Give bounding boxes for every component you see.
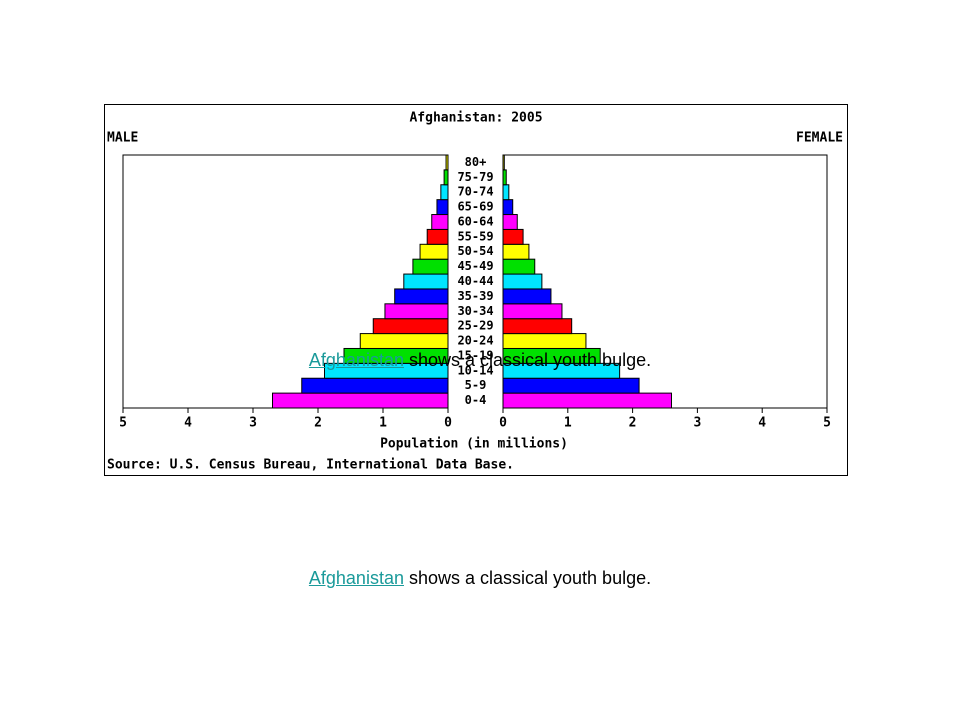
- bar: [403, 273, 449, 290]
- caption-overlay: Afghanistan shows a classical youth bulg…: [0, 350, 960, 371]
- age-label: 65-69: [457, 200, 493, 214]
- age-label: 0-4: [465, 393, 487, 407]
- x-tick-label: 3: [249, 416, 257, 431]
- age-label: 60-64: [457, 214, 493, 228]
- bar: [301, 377, 449, 394]
- bar: [431, 214, 449, 230]
- bar: [502, 184, 510, 201]
- age-label: 20-24: [457, 334, 493, 348]
- bar: [436, 199, 449, 216]
- age-label: 10-14: [457, 363, 493, 377]
- bar: [502, 228, 524, 245]
- age-label: 80+: [465, 155, 487, 169]
- bar: [502, 154, 505, 171]
- x-tick-label: 5: [823, 416, 831, 431]
- bar: [502, 288, 552, 305]
- plot-frame: [122, 154, 448, 408]
- x-tick-label: 4: [184, 416, 192, 431]
- caption-link[interactable]: Afghanistan: [308, 350, 404, 370]
- bar: [445, 154, 449, 171]
- source: Source: U.S. Census Bureau, Internationa…: [107, 458, 514, 473]
- x-tick-label: 0: [444, 416, 452, 431]
- age-label: 5-9: [465, 378, 487, 392]
- bar: [440, 184, 449, 201]
- age-label: 70-74: [457, 185, 493, 199]
- bar: [502, 392, 672, 409]
- bar: [502, 273, 543, 290]
- x-tick-label: 4: [758, 416, 766, 431]
- female-label: FEMALE: [796, 131, 843, 146]
- age-label: 75-79: [457, 170, 493, 184]
- age-label: 15-19: [457, 348, 493, 362]
- bar: [502, 243, 530, 260]
- x-tick-label: 5: [119, 416, 127, 431]
- age-label: 35-39: [457, 289, 493, 303]
- chart-title: Afghanistan: 2005: [409, 111, 542, 126]
- age-label: 50-54: [457, 244, 493, 258]
- age-label: 40-44: [457, 274, 493, 288]
- bar: [502, 377, 640, 394]
- bar: [502, 199, 514, 216]
- x-axis-label: Population (in millions): [380, 437, 568, 452]
- x-tick-label: 2: [314, 416, 322, 431]
- bar: [426, 228, 449, 245]
- bar: [372, 318, 449, 335]
- x-tick-label: 1: [564, 416, 572, 431]
- bar: [502, 333, 587, 349]
- bar: [502, 303, 563, 320]
- bar: [502, 169, 507, 186]
- age-label: 25-29: [457, 319, 493, 333]
- caption-text: shows a classical youth bulge.: [403, 568, 652, 588]
- plot-frame: [503, 154, 828, 408]
- chart-frame: [104, 104, 848, 476]
- bar: [502, 258, 536, 275]
- bar: [394, 288, 449, 305]
- bar: [502, 214, 518, 230]
- x-tick-label: 2: [629, 416, 637, 431]
- male-label: MALE: [107, 131, 138, 146]
- bar: [272, 392, 449, 409]
- bar: [384, 303, 449, 320]
- x-tick-label: 3: [693, 416, 701, 431]
- caption: Afghanistan shows a classical youth bulg…: [0, 568, 960, 589]
- caption-link[interactable]: Afghanistan: [308, 568, 404, 588]
- x-tick-label: 0: [499, 416, 507, 431]
- bar: [412, 258, 449, 275]
- bar: [419, 243, 449, 260]
- age-label: 45-49: [457, 259, 493, 273]
- caption-text: shows a classical youth bulge.: [403, 350, 652, 370]
- age-label: 55-59: [457, 229, 493, 243]
- bar: [502, 318, 573, 335]
- age-label: 30-34: [457, 304, 493, 318]
- bar: [443, 169, 449, 186]
- bar: [359, 333, 449, 349]
- x-tick-label: 1: [379, 416, 387, 431]
